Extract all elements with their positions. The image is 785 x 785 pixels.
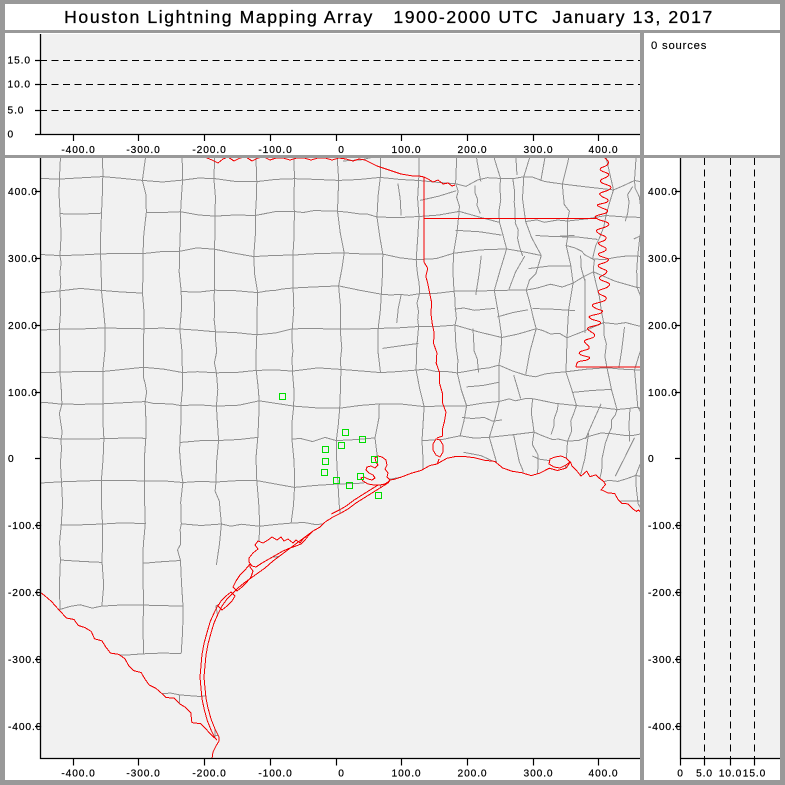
svg-text:-200.0: -200.0 [192, 769, 226, 780]
svg-text:0: 0 [677, 769, 684, 780]
svg-text:0: 0 [648, 454, 655, 465]
svg-text:300.0: 300.0 [524, 145, 554, 156]
svg-text:100.0: 100.0 [648, 388, 678, 399]
svg-text:100.0: 100.0 [392, 145, 422, 156]
svg-text:-300.0: -300.0 [648, 655, 682, 666]
svg-text:-300.0: -300.0 [126, 145, 160, 156]
svg-text:-400.0: -400.0 [61, 145, 95, 156]
svg-text:Houston Lightning Mapping Arra: Houston Lightning Mapping Array 1900-200… [64, 7, 714, 27]
svg-text:-200.0: -200.0 [8, 588, 42, 599]
svg-text:15.0: 15.0 [743, 769, 766, 780]
svg-text:10.0: 10.0 [719, 769, 742, 780]
svg-text:400.0: 400.0 [589, 769, 619, 780]
svg-text:400.0: 400.0 [589, 145, 619, 156]
svg-text:400.0: 400.0 [8, 187, 38, 198]
svg-text:100.0: 100.0 [392, 769, 422, 780]
svg-text:0: 0 [8, 129, 15, 140]
svg-text:-200.0: -200.0 [648, 588, 682, 599]
svg-text:0: 0 [8, 454, 15, 465]
svg-text:-100.0: -100.0 [258, 769, 292, 780]
svg-text:5.0: 5.0 [8, 105, 25, 116]
svg-text:-400.0: -400.0 [61, 769, 95, 780]
svg-text:-200.0: -200.0 [192, 145, 226, 156]
svg-text:300.0: 300.0 [524, 769, 554, 780]
svg-text:-100.0: -100.0 [648, 521, 682, 532]
svg-text:15.0: 15.0 [8, 55, 31, 66]
svg-text:-100.0: -100.0 [258, 145, 292, 156]
svg-text:-300.0: -300.0 [8, 655, 42, 666]
svg-text:200.0: 200.0 [648, 321, 678, 332]
svg-text:100.0: 100.0 [8, 388, 38, 399]
svg-text:10.0: 10.0 [8, 79, 31, 90]
svg-text:200.0: 200.0 [458, 769, 488, 780]
svg-text:200.0: 200.0 [8, 321, 38, 332]
svg-text:-100.0: -100.0 [8, 521, 42, 532]
svg-text:-400.0: -400.0 [648, 722, 682, 733]
svg-text:-300.0: -300.0 [126, 769, 160, 780]
svg-text:0: 0 [338, 145, 345, 156]
svg-text:5.0: 5.0 [696, 769, 713, 780]
svg-text:300.0: 300.0 [8, 254, 38, 265]
svg-text:400.0: 400.0 [648, 187, 678, 198]
svg-text:0: 0 [338, 769, 345, 780]
svg-text:300.0: 300.0 [648, 254, 678, 265]
svg-text:200.0: 200.0 [458, 145, 488, 156]
svg-text:-400.0: -400.0 [8, 722, 42, 733]
svg-text:0 sources: 0 sources [651, 40, 707, 52]
